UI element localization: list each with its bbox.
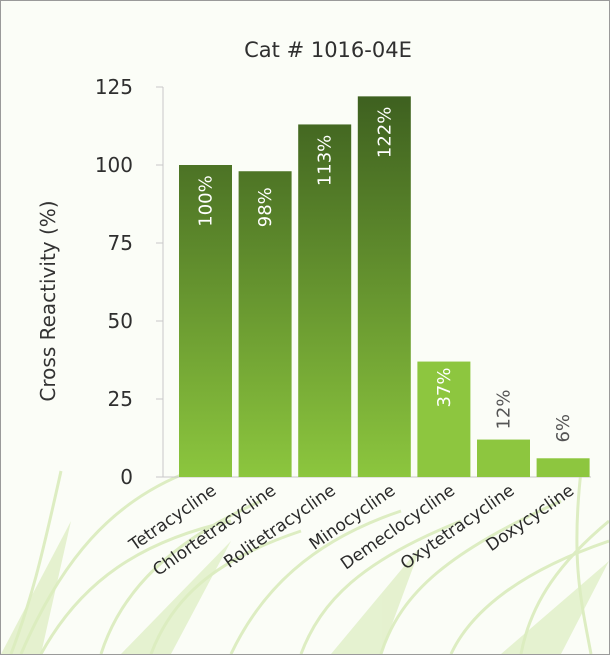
bar-minocycline (357, 96, 411, 478)
data-labels: 100% 98% 113% 122% 37% 12% 6% (196, 107, 575, 443)
bar-demeclocycline (417, 361, 471, 477)
data-label: 98% (255, 187, 276, 227)
y-tick-label: 0 (120, 465, 133, 489)
y-tick-label: 75 (108, 231, 133, 255)
y-axis-label: Cross Reactivity (%) (36, 200, 60, 401)
bar-oxytetracycline (477, 439, 530, 477)
category-labels: TetracyclineChlortetracyclineRolitetracy… (125, 481, 578, 581)
data-label: 113% (315, 135, 336, 186)
data-label: 122% (374, 107, 395, 158)
y-tick-label: 25 (108, 387, 133, 411)
bar-doxycycline (536, 458, 590, 477)
bar-tetracycline (179, 165, 232, 477)
y-tick-label: 100 (95, 153, 133, 177)
data-label: 37% (434, 368, 455, 408)
data-label: 12% (494, 390, 515, 430)
bars (179, 96, 590, 478)
bar-chlortetracycline (238, 171, 292, 478)
y-ticks: 0 25 50 75 100 125 (95, 75, 163, 489)
data-label: 6% (553, 414, 574, 443)
y-tick-label: 125 (95, 75, 133, 99)
data-label: 100% (196, 175, 217, 226)
y-tick-label: 50 (108, 309, 133, 333)
bar-rolitetracycline (298, 124, 352, 477)
chart-title: Cat # 1016-04E (244, 38, 412, 62)
